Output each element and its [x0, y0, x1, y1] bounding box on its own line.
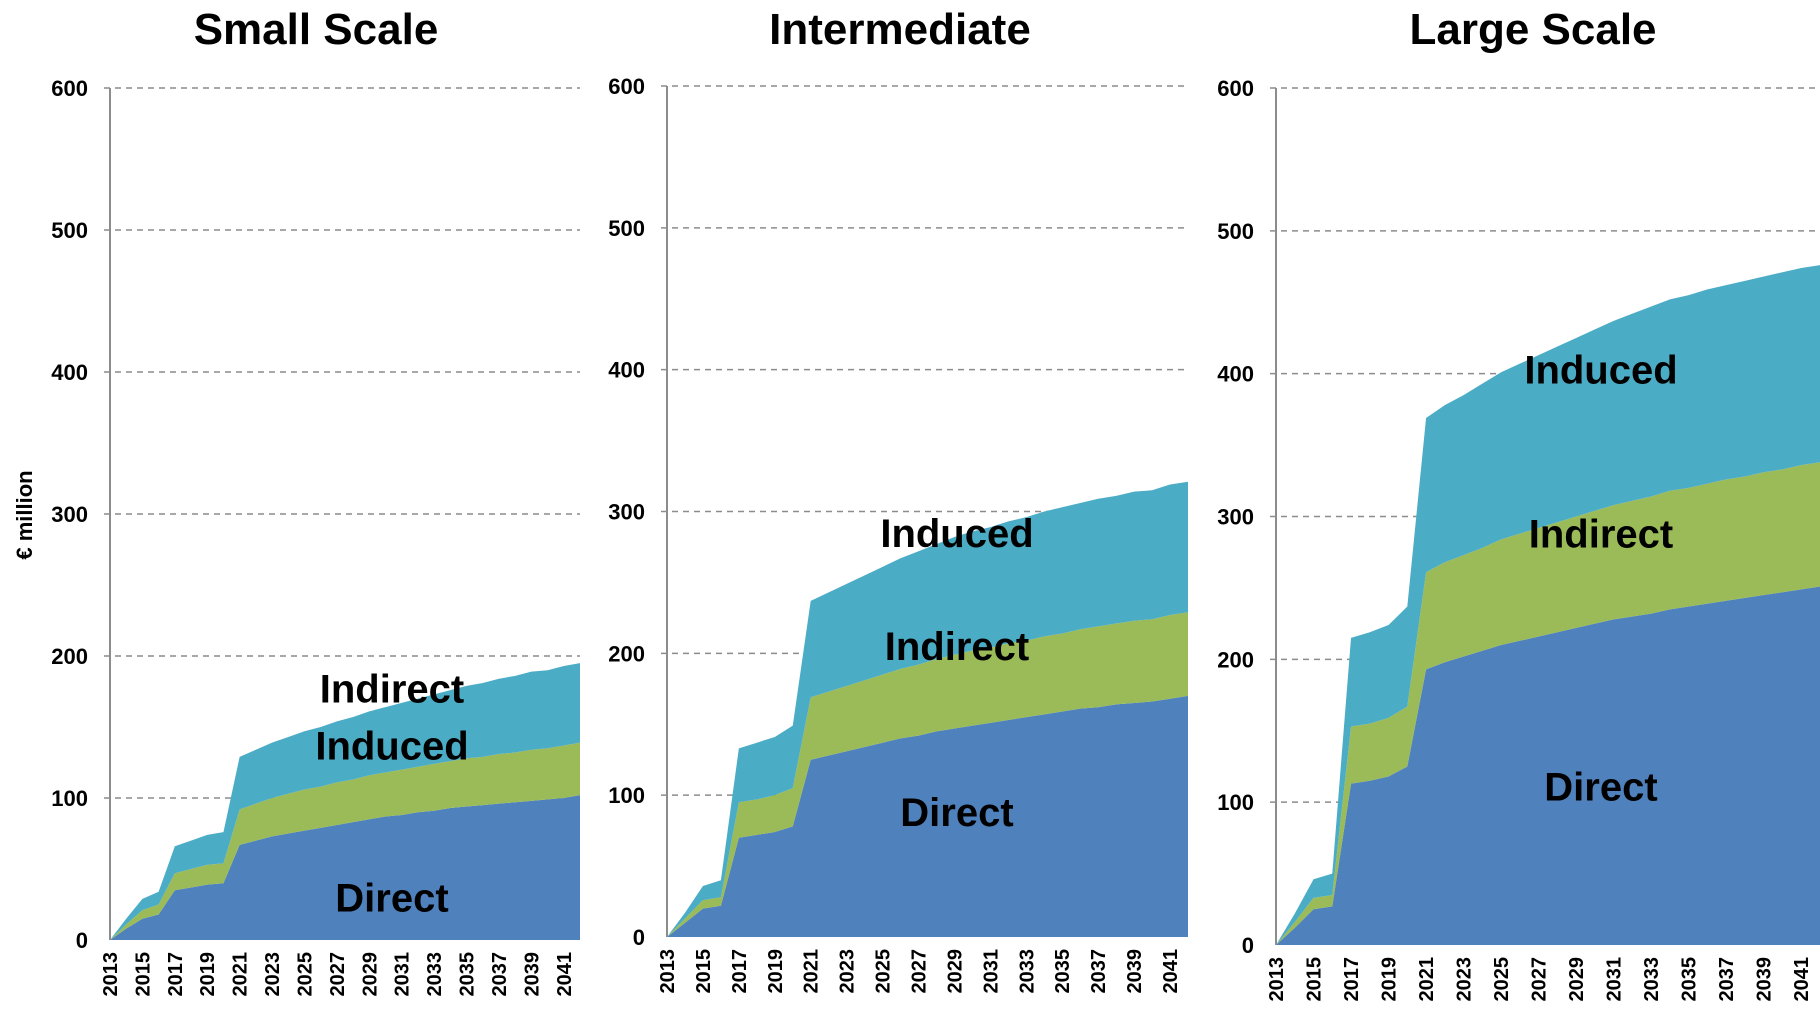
y-tick-label: 100 — [51, 786, 88, 811]
x-tick-label: 2039 — [521, 952, 543, 997]
x-tick-label: 2039 — [1754, 957, 1776, 1002]
series-label-direct: Direct — [335, 876, 448, 920]
y-tick-label: 100 — [1217, 790, 1254, 815]
chart-3: Large Scale 0 100 200 300 400 500 600 2013 2015 20… — [1217, 5, 1820, 1002]
x-tick-label: 2035 — [1052, 949, 1074, 994]
y-tick-label: 0 — [633, 925, 645, 950]
x-tick-label: 2029 — [1566, 957, 1588, 1002]
x-tick-label: 2035 — [1679, 957, 1701, 1002]
area-direct — [110, 795, 580, 940]
x-tick-label: 2025 — [294, 952, 316, 997]
y-tick-label: 0 — [1242, 933, 1254, 958]
x-tick-label: 2025 — [1491, 957, 1513, 1002]
series-label-indirect: Indirect — [1529, 513, 1673, 557]
x-tick-label: 2025 — [873, 949, 895, 994]
y-axis-label: € million — [12, 470, 37, 559]
area-indirect — [110, 742, 580, 940]
y-tick-label: 500 — [51, 218, 88, 243]
x-tick-label: 2015 — [1304, 957, 1326, 1002]
area-indirect — [667, 612, 1188, 937]
chart-title: Large Scale — [1409, 5, 1656, 54]
x-tick-label: 2021 — [230, 952, 252, 997]
x-tick-label: 2013 — [1266, 957, 1288, 1002]
x-tick-label: 2017 — [729, 949, 751, 994]
x-tick-label: 2023 — [837, 949, 859, 994]
x-tick-label: 2041 — [1160, 949, 1182, 994]
x-tick-label: 2037 — [1088, 949, 1110, 994]
x-tick-label: 2037 — [489, 952, 511, 997]
y-tick-label: 600 — [608, 74, 645, 99]
x-tick-label: 2037 — [1716, 957, 1738, 1002]
x-tick-label: 2031 — [980, 949, 1002, 994]
series-label-induced: Induced — [1524, 348, 1677, 392]
x-tick-label: 2019 — [1379, 957, 1401, 1002]
series-label-direct: Direct — [1544, 765, 1657, 809]
y-tick-label: 300 — [1217, 505, 1254, 530]
y-tick-label: 600 — [51, 76, 88, 101]
y-tick-label: 400 — [51, 360, 88, 385]
x-tick-label: 2029 — [359, 952, 381, 997]
series-label-indirect: Indirect — [320, 668, 464, 712]
series-label-direct: Direct — [900, 791, 1013, 835]
x-tick-label: 2041 — [554, 952, 576, 997]
x-tick-label: 2015 — [132, 952, 154, 997]
area-induced — [667, 481, 1188, 937]
x-tick-label: 2019 — [765, 949, 787, 994]
x-tick-label: 2017 — [165, 952, 187, 997]
y-tick-label: 500 — [608, 216, 645, 241]
y-tick-label: 400 — [608, 358, 645, 383]
x-tick-label: 2027 — [1529, 957, 1551, 1002]
chart-title: Intermediate — [769, 5, 1031, 54]
x-tick-label: 2023 — [262, 952, 284, 997]
chart-title: Small Scale — [194, 5, 439, 54]
y-tick-label: 600 — [1217, 76, 1254, 101]
x-tick-label: 2035 — [457, 952, 479, 997]
x-tick-label: 2041 — [1791, 957, 1813, 1002]
x-tick-label: 2033 — [1016, 949, 1038, 994]
y-tick-label: 500 — [1217, 219, 1254, 244]
x-tick-label: 2033 — [424, 952, 446, 997]
x-tick-label: 2021 — [801, 949, 823, 994]
series-label-induced: Induced — [315, 724, 468, 768]
x-tick-label: 2019 — [197, 952, 219, 997]
y-tick-label: 200 — [51, 644, 88, 669]
y-tick-label: 400 — [1217, 362, 1254, 387]
x-tick-label: 2021 — [1416, 957, 1438, 1002]
chart-2: Intermediate 0 100 200 300 400 500 600 2013 2015 2… — [608, 5, 1188, 994]
x-tick-label: 2029 — [944, 949, 966, 994]
area-induced — [110, 663, 580, 940]
x-tick-label: 2015 — [693, 949, 715, 994]
x-tick-label: 2031 — [1604, 957, 1626, 1002]
chart-1: Small Scale 0 100 200 300 400 500 600 2013 2015 20… — [51, 5, 580, 997]
y-tick-label: 100 — [608, 783, 645, 808]
area-direct — [667, 695, 1188, 937]
x-tick-label: 2013 — [657, 949, 679, 994]
x-tick-label: 2013 — [100, 952, 122, 997]
area-direct — [1276, 586, 1820, 945]
x-tick-label: 2031 — [392, 952, 414, 997]
series-label-induced: Induced — [880, 512, 1033, 556]
x-tick-label: 2027 — [327, 952, 349, 997]
x-tick-label: 2023 — [1454, 957, 1476, 1002]
series-label-indirect: Indirect — [885, 625, 1029, 669]
x-tick-label: 2033 — [1641, 957, 1663, 1002]
y-tick-label: 300 — [608, 500, 645, 525]
y-tick-label: 200 — [1217, 647, 1254, 672]
y-tick-label: 0 — [76, 928, 88, 953]
area-induced — [1276, 265, 1820, 945]
y-tick-label: 300 — [51, 502, 88, 527]
area-indirect — [1276, 462, 1820, 945]
x-tick-label: 2027 — [909, 949, 931, 994]
y-tick-label: 200 — [608, 641, 645, 666]
x-tick-label: 2039 — [1124, 949, 1146, 994]
x-tick-label: 2017 — [1341, 957, 1363, 1002]
